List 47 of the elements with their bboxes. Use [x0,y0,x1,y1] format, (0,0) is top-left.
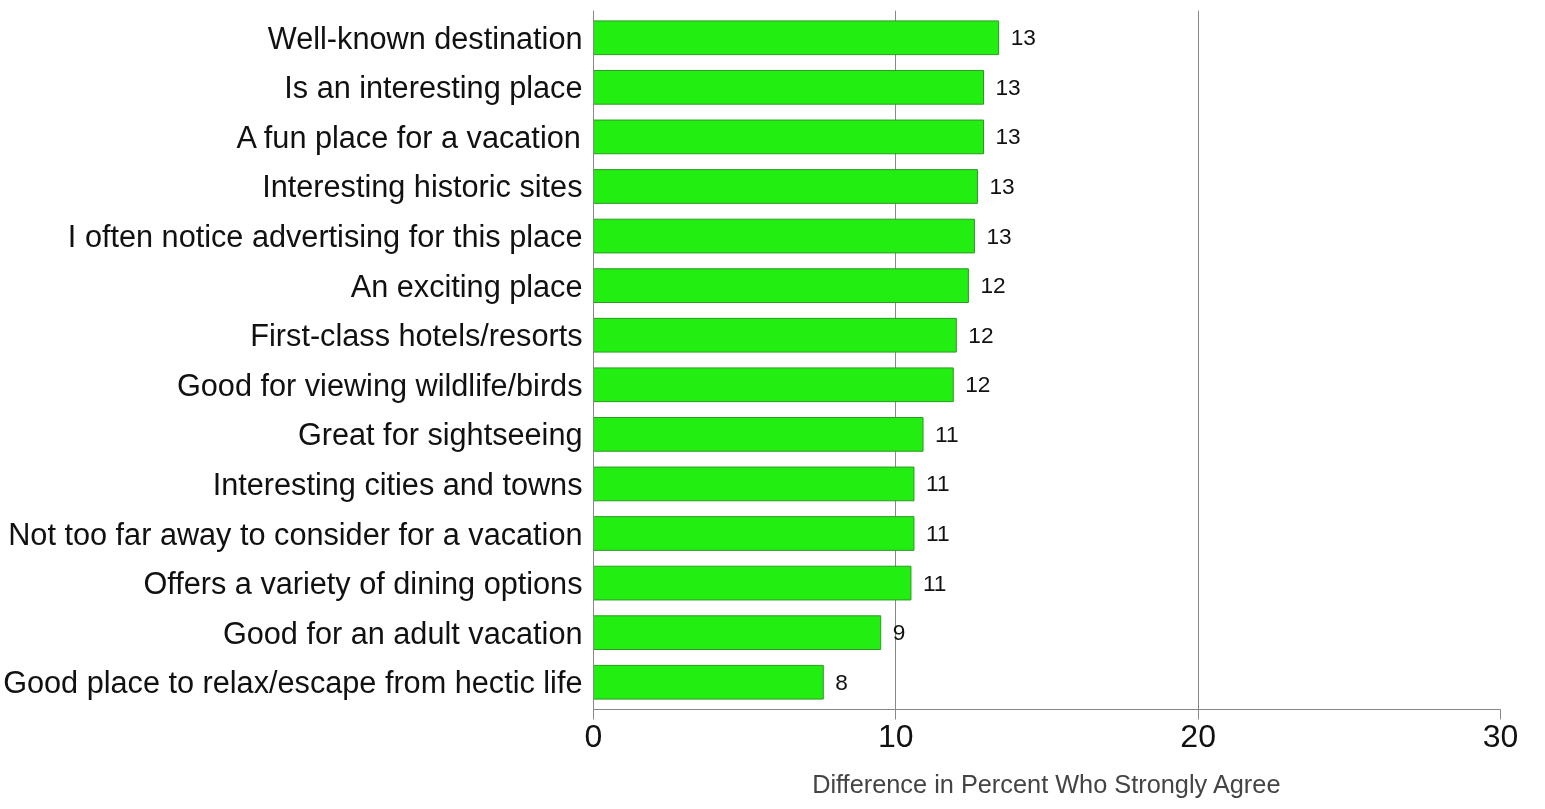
y-tick-label: A fun place for a vacation [236,119,581,155]
bar [593,317,957,353]
data-label: 12 [968,321,994,348]
bar [593,466,915,502]
y-tick-label: Interesting cities and towns [212,466,583,502]
bar [593,268,969,303]
bar [593,664,824,700]
data-label: 12 [965,371,991,398]
bar [593,69,985,105]
x-tick-label: 20 [1180,717,1216,754]
data-label: 11 [935,420,959,447]
data-label: 13 [995,123,1021,150]
y-tick-label: Good place to relax/escape from hectic life [3,665,583,701]
data-label: 11 [922,569,947,596]
data-label: 12 [980,272,1006,299]
bar [593,615,882,651]
y-tick-label: Interesting historic sites [262,169,583,205]
data-label: 13 [995,73,1021,100]
y-tick-label: Great for sightseeing [297,417,583,453]
y-tick-label: I often notice advertising for this place [67,219,583,255]
data-label: 13 [1010,24,1036,51]
bar [593,169,978,204]
data-label: 8 [835,668,848,695]
y-tick-label: Is an interesting place [284,70,583,106]
x-tick-label: 10 [878,717,914,754]
data-label: 13 [989,172,1015,199]
y-tick-label: Not too far away to consider for a vacation [8,516,583,552]
y-tick-label: Good for an adult vacation [222,615,583,650]
bar [593,218,975,254]
y-tick-label: Well-known destination [267,20,583,55]
bar [593,516,915,551]
data-label: 11 [925,520,950,547]
y-tick-label: Offers a variety of dining options [143,566,583,602]
bar [593,565,912,601]
x-tick-label: 0 [584,717,603,754]
x-tick-label: 30 [1482,717,1519,754]
bar [593,20,1000,56]
data-label: 9 [892,619,906,646]
data-label: 13 [986,222,1012,249]
x-axis-title: Difference in Percent Who Strongly Agree [812,769,1281,798]
bar [593,367,954,403]
y-tick-label: An exciting place [350,268,583,304]
y-tick-label: Good for viewing wildlife/birds [176,367,583,403]
y-tick-label: First-class hotels/resorts [250,318,583,353]
bar [593,417,924,452]
data-label: 11 [925,470,950,497]
bar [593,119,985,155]
